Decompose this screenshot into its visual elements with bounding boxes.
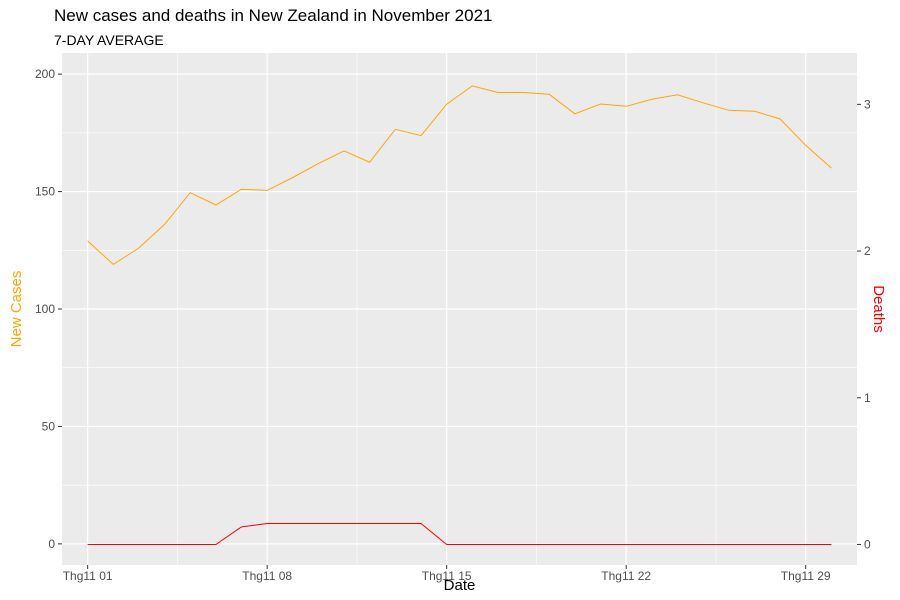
x-tick-label: Thg11 15 [422, 569, 472, 583]
chart-subtitle: 7-DAY AVERAGE [54, 32, 164, 48]
x-tick-label: Thg11 22 [601, 569, 651, 583]
y-right-tick-label: 0 [864, 537, 871, 551]
x-axis-title: Date [444, 577, 476, 594]
new-cases-line [87, 85, 832, 266]
y-left-tick-label: 200 [35, 67, 55, 81]
deaths-line [87, 523, 832, 545]
x-tick-label: Thg11 01 [63, 569, 113, 583]
x-tick-label: Thg11 29 [781, 569, 831, 583]
y-left-axis-title: New Cases [8, 271, 25, 348]
y-left-tick-label: 150 [35, 185, 55, 199]
y-left-tick-label: 100 [35, 302, 55, 316]
y-right-tick-label: 2 [864, 244, 871, 258]
chart-title: New cases and deaths in New Zealand in N… [54, 6, 493, 25]
y-left-tick-label: 50 [42, 419, 56, 433]
y-right-axis-title: Deaths [870, 285, 887, 333]
x-tick-label: Thg11 08 [242, 569, 292, 583]
y-left-tick-label: 0 [48, 537, 55, 551]
y-right-tick-label: 1 [864, 391, 871, 405]
y-right-tick-label: 3 [864, 97, 871, 111]
